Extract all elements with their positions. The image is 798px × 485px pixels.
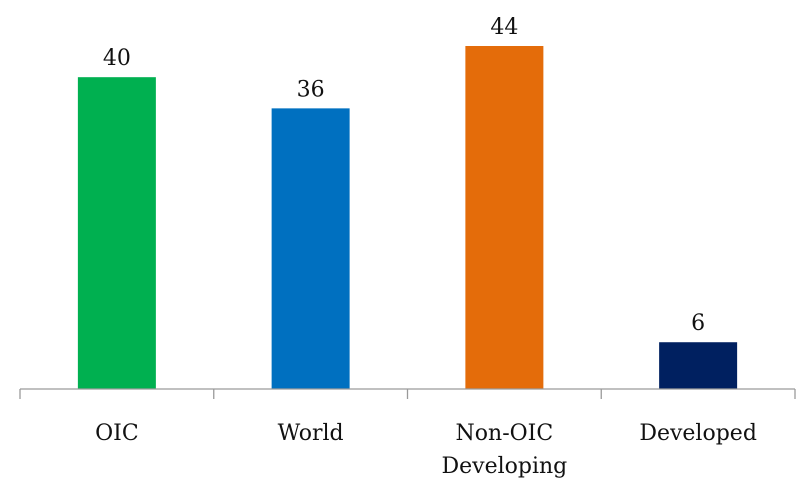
bar-developed	[659, 342, 738, 389]
x-axis	[19, 388, 796, 399]
category-labels-group: OIC World Non-OIC Developing Developed	[95, 421, 757, 479]
bar-oic	[77, 77, 156, 389]
tick-label-developed: Developed	[639, 421, 757, 446]
data-label-developed: 6	[691, 311, 705, 336]
tick-label-oic: OIC	[95, 421, 139, 446]
data-label-oic: 40	[103, 46, 131, 71]
bars-group	[77, 46, 738, 389]
tick-label-non-oic-developing: Non-OIC Developing	[441, 421, 567, 479]
tick-label-world: World	[278, 421, 344, 446]
bar-world	[271, 108, 350, 389]
data-label-world: 36	[297, 77, 325, 102]
value-labels-group: 40 36 44 6	[103, 15, 705, 336]
data-label-non-oic-developing: 44	[490, 15, 518, 40]
bar-non-oic-developing	[465, 46, 544, 389]
